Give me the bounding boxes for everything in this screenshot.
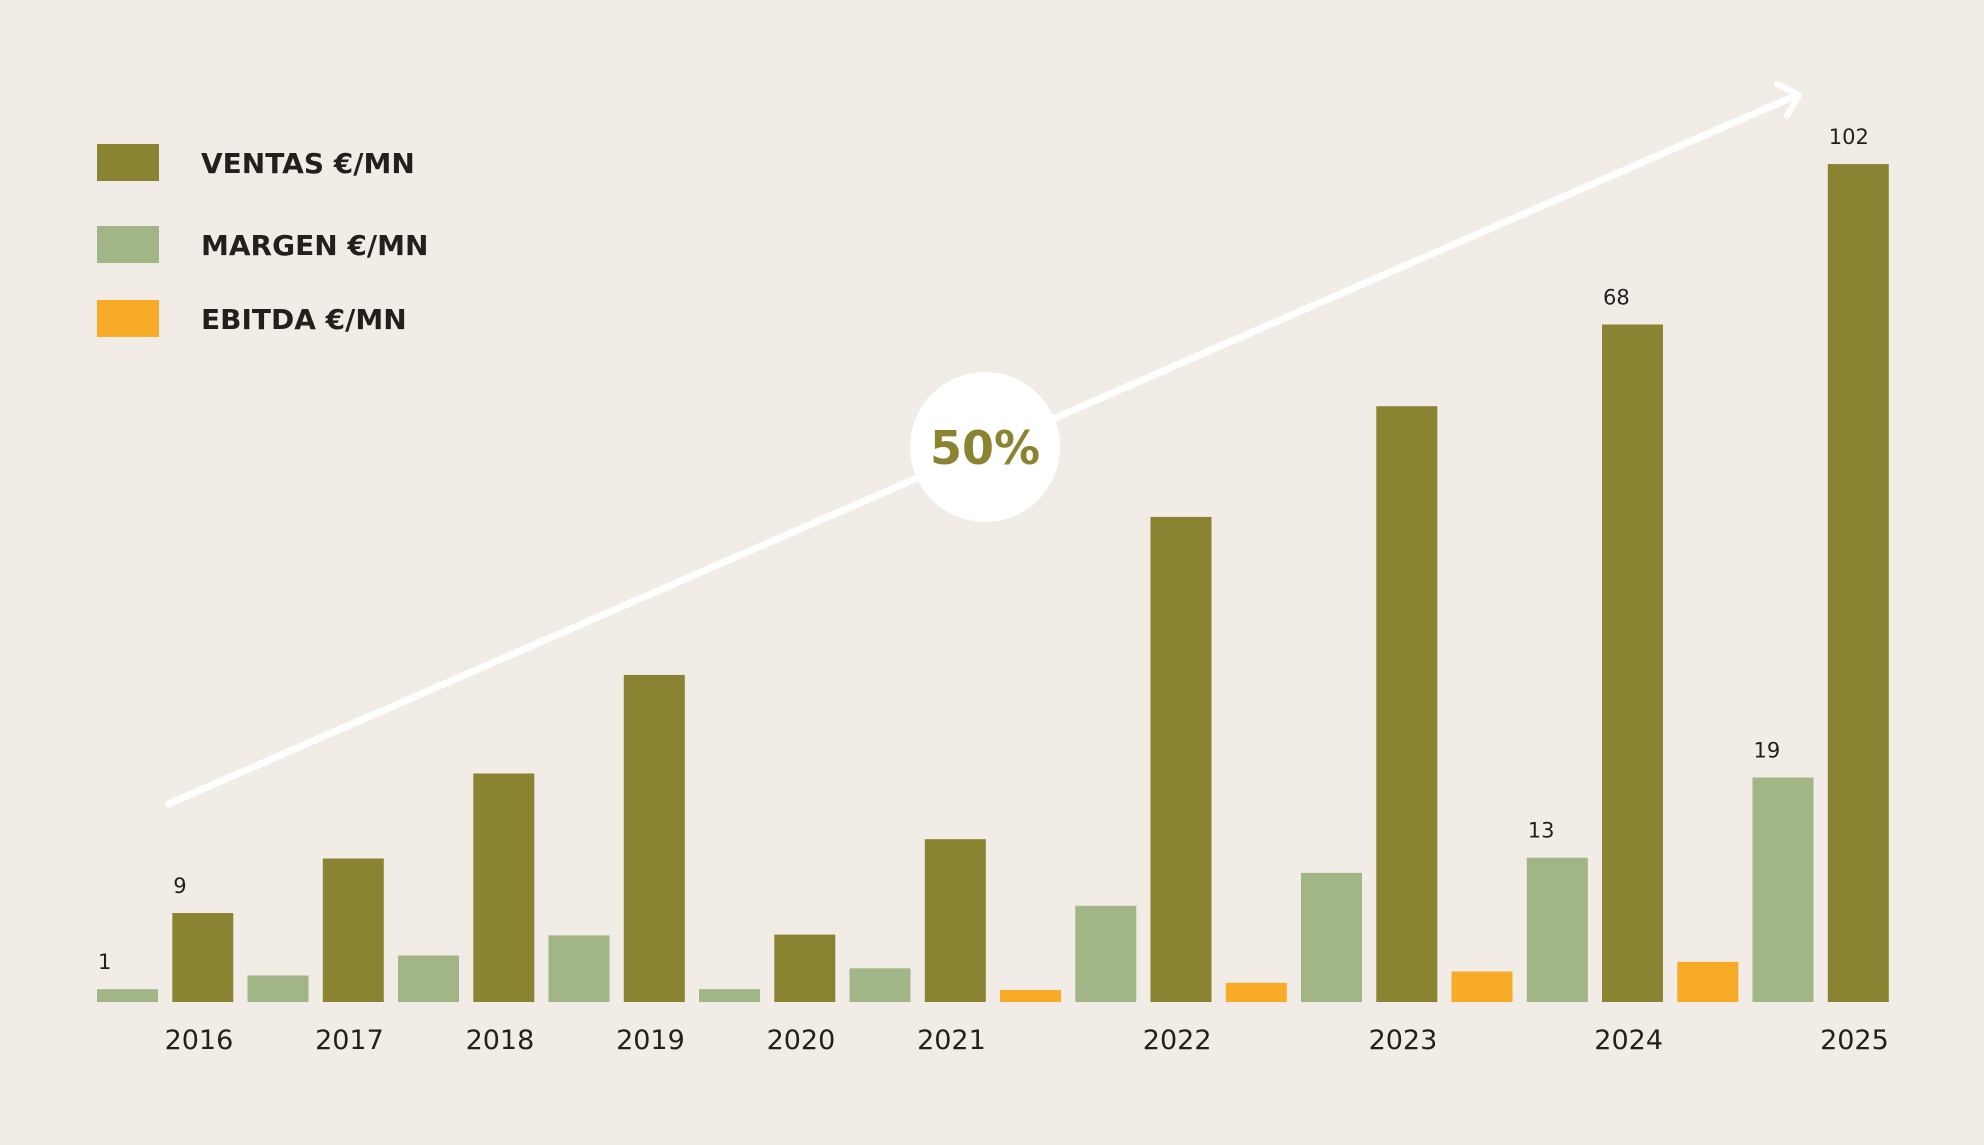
data-label-ventas-2016: 9 <box>173 874 186 898</box>
x-tick-label-2019: 2019 <box>616 1025 685 1056</box>
bar-margen-2015 <box>97 989 158 1002</box>
bar-ebitda-2024 <box>1677 961 1739 1002</box>
growth-badge-text: 50% <box>930 421 1040 475</box>
trend-arrow-head <box>1774 81 1802 119</box>
legend-label-ebitda: EBITDA €/MN <box>201 303 407 336</box>
bar-ventas-2022 <box>1150 516 1212 1002</box>
x-tick-label-2016: 2016 <box>165 1025 234 1056</box>
bar-margen-2021 <box>1075 905 1137 1002</box>
bar-ebitda-2021 <box>1000 990 1061 1002</box>
x-tick-label-2017: 2017 <box>315 1025 384 1056</box>
x-tick-label-2020: 2020 <box>767 1025 836 1056</box>
bar-margen-2016 <box>247 975 309 1002</box>
bar-ventas-2023 <box>1376 406 1438 1002</box>
bar-ventas-2019 <box>623 674 685 1002</box>
growth-badge-circle <box>910 372 1060 522</box>
bar-ventas-2021 <box>924 839 986 1002</box>
bar-margen-2019 <box>699 989 760 1002</box>
x-tick-label-2018: 2018 <box>466 1025 535 1056</box>
legend-swatch-margen <box>97 226 159 263</box>
bar-ventas-2017 <box>322 858 384 1002</box>
bars <box>97 164 1889 1003</box>
bar-margen-2023 <box>1526 857 1588 1002</box>
bar-margen-2024 <box>1752 777 1814 1002</box>
bar-margen-2017 <box>398 955 459 1002</box>
bar-ebitda-2023 <box>1451 971 1513 1002</box>
legend: VENTAS €/MN MARGEN €/MN EBITDA €/MN <box>97 144 428 337</box>
bar-margen-2020 <box>849 968 911 1002</box>
x-tick-label-2021: 2021 <box>917 1025 986 1056</box>
bar-ventas-2024 <box>1602 324 1663 1002</box>
bar-ebitda-2022 <box>1225 982 1287 1002</box>
x-tick-label-2025: 2025 <box>1820 1025 1889 1056</box>
bar-ventas-2016 <box>172 913 234 1002</box>
x-tick-label-2022: 2022 <box>1143 1025 1212 1056</box>
x-tick-label-2024: 2024 <box>1594 1025 1663 1056</box>
x-tick-label-2023: 2023 <box>1369 1025 1438 1056</box>
data-label-ventas-2024: 68 <box>1603 286 1630 310</box>
data-label-margen-2023: 13 <box>1528 819 1555 843</box>
bar-margen-2018 <box>548 935 610 1002</box>
legend-label-ventas: VENTAS €/MN <box>201 147 415 180</box>
bar-ventas-2020 <box>774 934 836 1002</box>
legend-swatch-ebitda <box>97 300 159 337</box>
bar-margen-2022 <box>1301 872 1362 1002</box>
x-axis-ticks: 2016 2017 2018 2019 2020 2021 2022 2023 2024 2025 <box>165 1025 1889 1056</box>
bar-ventas-2025 <box>1827 164 1889 1003</box>
legend-swatch-ventas <box>97 144 159 181</box>
data-label-margen-2015: 1 <box>98 950 111 974</box>
data-label-ventas-2025: 102 <box>1829 125 1869 149</box>
legend-label-margen: MARGEN €/MN <box>201 229 428 262</box>
growth-badge: 50% <box>910 372 1060 522</box>
bar-ventas-2018 <box>473 773 535 1002</box>
data-label-margen-2024: 19 <box>1754 739 1781 763</box>
